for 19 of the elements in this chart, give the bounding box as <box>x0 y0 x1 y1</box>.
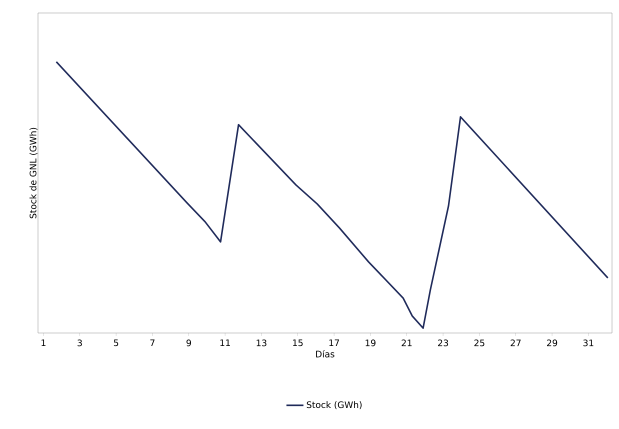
y-axis-title: Stock de GNL (GWh) <box>29 128 38 218</box>
x-tick-label: 25 <box>474 340 484 346</box>
x-tick-label: 9 <box>186 340 191 346</box>
x-tick-label: 19 <box>366 340 376 346</box>
x-tick-label: 13 <box>256 340 266 346</box>
x-tick-label: 5 <box>114 340 118 346</box>
x-tick-label: 15 <box>293 340 303 346</box>
x-tick-label: 31 <box>583 340 594 346</box>
legend-label: Stock (GWh) <box>306 401 362 410</box>
x-tick-label: 3 <box>78 340 82 346</box>
x-tick-label: 11 <box>220 340 230 346</box>
x-tick-label: 23 <box>438 340 448 346</box>
x-tick-label: 17 <box>329 340 340 346</box>
x-tick-label: 1 <box>42 340 46 346</box>
x-tick-label: 29 <box>547 340 558 346</box>
x-tick-label: 7 <box>150 340 155 346</box>
x-axis-title: Días <box>316 350 334 358</box>
x-tick-label: 27 <box>510 340 521 346</box>
x-tick-label: 21 <box>402 340 412 346</box>
